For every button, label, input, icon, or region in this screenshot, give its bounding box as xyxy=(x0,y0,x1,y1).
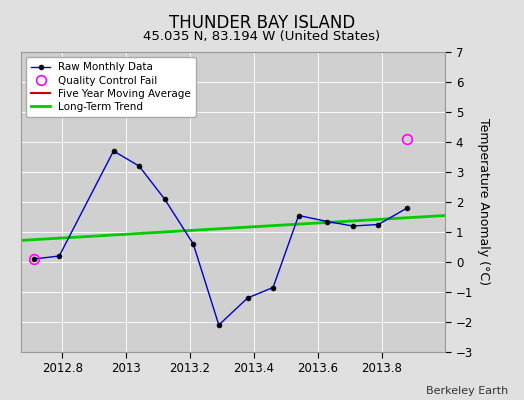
Raw Monthly Data xyxy=(190,242,196,246)
Raw Monthly Data xyxy=(324,219,331,224)
Y-axis label: Temperature Anomaly (°C): Temperature Anomaly (°C) xyxy=(477,118,490,286)
Raw Monthly Data xyxy=(136,164,142,168)
Raw Monthly Data xyxy=(30,257,37,262)
Raw Monthly Data xyxy=(216,322,222,327)
Raw Monthly Data xyxy=(375,222,381,227)
Text: THUNDER BAY ISLAND: THUNDER BAY ISLAND xyxy=(169,14,355,32)
Legend: Raw Monthly Data, Quality Control Fail, Five Year Moving Average, Long-Term Tren: Raw Monthly Data, Quality Control Fail, … xyxy=(26,57,196,117)
Raw Monthly Data xyxy=(161,196,168,201)
Raw Monthly Data xyxy=(350,224,356,228)
Raw Monthly Data xyxy=(296,213,302,218)
Raw Monthly Data xyxy=(244,296,250,300)
Raw Monthly Data xyxy=(270,285,276,290)
Text: Berkeley Earth: Berkeley Earth xyxy=(426,386,508,396)
Raw Monthly Data xyxy=(404,206,410,210)
Raw Monthly Data xyxy=(111,148,117,153)
Line: Raw Monthly Data: Raw Monthly Data xyxy=(31,148,410,328)
Text: 45.035 N, 83.194 W (United States): 45.035 N, 83.194 W (United States) xyxy=(144,30,380,43)
Raw Monthly Data xyxy=(56,254,62,258)
